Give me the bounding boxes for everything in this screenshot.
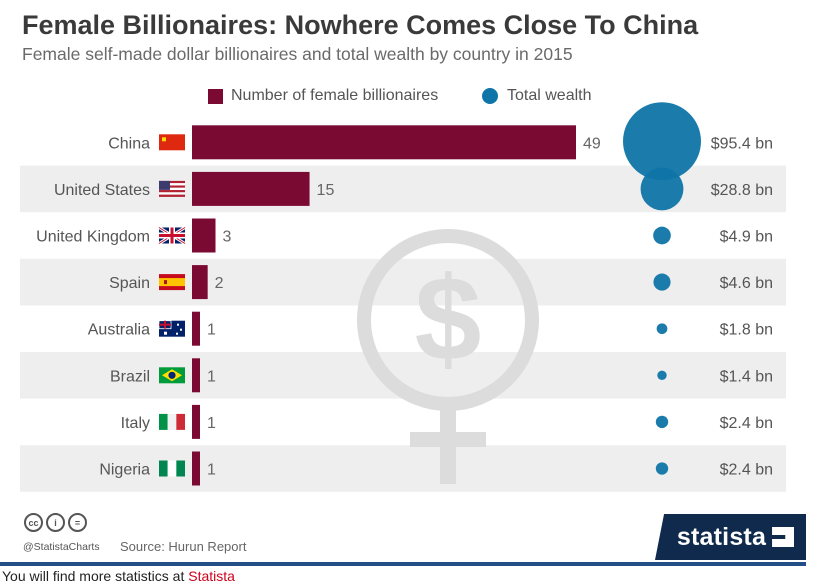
legend-bars: Number of female billionaires — [208, 85, 438, 107]
legend-bars-label: Number of female billionaires — [231, 87, 439, 104]
category-label: China — [108, 135, 150, 152]
australia-flag-icon — [158, 320, 185, 337]
brazil-flag-icon — [159, 367, 185, 384]
category-label: United States — [54, 182, 150, 199]
statista-link[interactable]: Statista — [188, 568, 235, 584]
footer-rule — [0, 562, 806, 566]
bar-value-label: 1 — [207, 322, 216, 339]
legend-bar-swatch — [208, 88, 223, 104]
bar-value-label: 1 — [207, 368, 216, 385]
watermark-crossbar — [410, 432, 486, 447]
wealth-dot — [653, 273, 671, 291]
nigeria-flag-icon — [159, 460, 185, 477]
wealth-value-label: $2.4 bn — [720, 415, 773, 432]
wealth-dot — [623, 102, 701, 181]
source-note: Source: Hurun Report — [120, 539, 247, 554]
wealth-dot — [655, 415, 669, 429]
statista-logo-mark-icon — [772, 527, 795, 547]
wealth-value-label: $1.4 bn — [720, 368, 773, 385]
bar — [192, 218, 216, 253]
wealth-value-label: $2.4 bn — [720, 462, 773, 479]
legend-dots-label: Total wealth — [507, 87, 592, 104]
wealth-value-label: $1.8 bn — [720, 322, 773, 339]
wealth-value-label: $28.8 bn — [711, 182, 773, 199]
bar-value-label: 15 — [317, 182, 335, 199]
spain-flag-icon — [159, 274, 185, 291]
category-label: Brazil — [110, 368, 150, 385]
infographic-card: Female Billionaires: Nowhere Comes Close… — [0, 10, 806, 566]
bar-value-label: 1 — [207, 415, 216, 432]
wealth-value-label: $4.6 bn — [720, 275, 773, 292]
bar — [192, 125, 576, 160]
chart-title: Female Billionaires: Nowhere Comes Close… — [22, 10, 699, 40]
italy-flag-icon — [159, 413, 185, 430]
wealth-dot — [656, 323, 668, 335]
chart-plot: $ China 49 $95.4 bn United States 15 $28.8 bn U… — [20, 102, 786, 492]
bar — [192, 451, 200, 486]
more-statistics-text: You will find more statistics at — [2, 568, 189, 584]
bar — [192, 311, 200, 346]
wealth-dot — [640, 167, 684, 211]
attribution-icon: i — [46, 513, 65, 532]
watermark-dollar: $ — [415, 252, 482, 386]
bar — [192, 404, 200, 439]
no-derivatives-icon: = — [68, 513, 87, 532]
more-statistics-line: You will find more statistics at Statist… — [2, 568, 235, 584]
bar-value-label: 3 — [223, 229, 232, 246]
license-icons: cc i = — [24, 513, 87, 532]
category-label: Nigeria — [99, 462, 150, 479]
wealth-value-label: $95.4 bn — [711, 135, 773, 152]
bar-value-label: 2 — [215, 275, 224, 292]
bar-value-label: 1 — [207, 462, 216, 479]
bar-value-label: 49 — [583, 135, 601, 152]
china-flag-icon — [159, 134, 185, 151]
legend-dots: Total wealth — [482, 85, 592, 107]
dollar-female-watermark-icon: $ — [357, 229, 539, 484]
statista-logo-text: statista — [676, 522, 767, 551]
category-label: Australia — [88, 322, 150, 339]
category-label: Italy — [121, 415, 150, 432]
bar — [192, 171, 310, 206]
uk-flag-icon — [158, 226, 186, 245]
statista-logo[interactable]: statista — [655, 514, 806, 560]
statista-handle: @StatistaCharts — [23, 541, 100, 553]
wealth-dot — [657, 370, 667, 381]
chart-subtitle: Female self-made dollar billionaires and… — [22, 44, 573, 64]
wealth-dot — [655, 462, 669, 475]
cc-icon: cc — [24, 513, 43, 532]
wealth-value-label: $4.9 bn — [720, 229, 773, 246]
category-label: United Kingdom — [36, 229, 150, 246]
category-label: Spain — [109, 275, 150, 292]
us-flag-icon — [159, 180, 185, 197]
legend-dot-swatch — [482, 88, 498, 104]
bar — [192, 265, 208, 300]
wealth-dot — [653, 226, 671, 245]
bar — [192, 358, 200, 393]
